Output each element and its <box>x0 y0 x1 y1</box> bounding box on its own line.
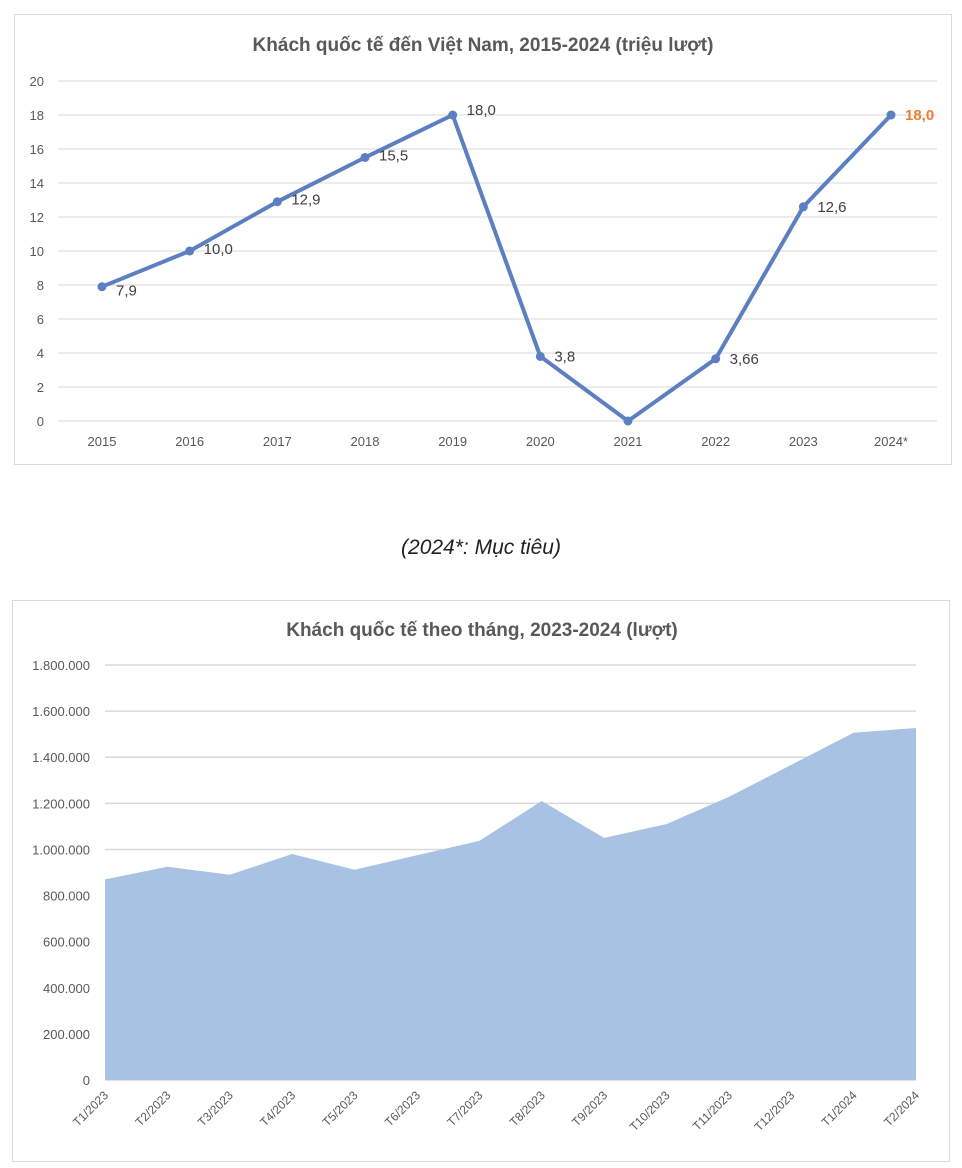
data-label: 12,9 <box>291 192 320 209</box>
y-tick-label: 1.000.000 <box>32 842 90 857</box>
y-tick-label: 600.000 <box>43 935 90 950</box>
y-tick-label: 0 <box>83 1073 90 1088</box>
data-point <box>623 416 633 426</box>
y-tick-label: 0 <box>37 414 44 429</box>
x-tick-label: T6/2023 <box>382 1088 423 1129</box>
x-tick-label: 2024* <box>874 434 908 449</box>
x-tick-label: T11/2023 <box>690 1088 735 1133</box>
x-tick-label: T9/2023 <box>569 1088 610 1129</box>
x-tick-label: T2/2023 <box>132 1088 173 1129</box>
x-tick-label: 2019 <box>438 434 467 449</box>
data-label: 3,66 <box>730 351 759 368</box>
line-chart: Khách quốc tế đến Việt Nam, 2015-2024 (t… <box>30 35 937 449</box>
line-chart-panel <box>14 14 952 465</box>
x-tick-label: 2023 <box>789 434 818 449</box>
data-point <box>272 197 282 207</box>
y-tick-label: 200.000 <box>43 1027 90 1042</box>
data-label: 3,8 <box>554 348 575 365</box>
x-tick-label: T5/2023 <box>320 1088 361 1129</box>
y-tick-label: 6 <box>37 312 44 327</box>
data-point <box>535 351 545 361</box>
x-tick-label: 2015 <box>88 434 117 449</box>
x-tick-label: T8/2023 <box>507 1088 548 1129</box>
data-point <box>886 110 896 120</box>
x-tick-label: 2018 <box>351 434 380 449</box>
y-tick-label: 1.200.000 <box>32 796 90 811</box>
y-tick-label: 1.400.000 <box>32 750 90 765</box>
x-tick-label: 2016 <box>175 434 204 449</box>
data-point <box>448 110 458 120</box>
chart-title: Khách quốc tế theo tháng, 2023-2024 (lượ… <box>286 620 678 641</box>
area-chart: Khách quốc tế theo tháng, 2023-2024 (lượ… <box>32 620 922 1134</box>
x-tick-label: T12/2023 <box>752 1088 798 1134</box>
chart-title: Khách quốc tế đến Việt Nam, 2015-2024 (t… <box>253 35 714 56</box>
x-tick-label: 2017 <box>263 434 292 449</box>
data-label: 18,0 <box>905 107 934 124</box>
x-tick-label: T4/2023 <box>257 1088 298 1129</box>
x-tick-label: T10/2023 <box>627 1088 673 1134</box>
series-line <box>101 113 893 423</box>
y-tick-label: 14 <box>30 176 44 191</box>
y-tick-label: 12 <box>30 210 44 225</box>
x-tick-label: T2/2024 <box>881 1088 922 1129</box>
data-label: 12,6 <box>817 199 846 216</box>
data-label: 15,5 <box>379 148 408 165</box>
series-area <box>105 727 916 1080</box>
x-tick-label: T1/2023 <box>70 1088 111 1129</box>
y-tick-label: 16 <box>30 142 44 157</box>
data-point <box>97 282 107 292</box>
y-tick-label: 10 <box>30 244 44 259</box>
x-tick-label: T3/2023 <box>195 1088 236 1129</box>
y-tick-label: 800.000 <box>43 889 90 904</box>
data-label: 7,9 <box>116 283 137 300</box>
y-tick-label: 1.800.000 <box>32 658 90 673</box>
y-tick-label: 18 <box>30 108 44 123</box>
y-tick-label: 2 <box>37 380 44 395</box>
caption: (2024*: Mục tiêu) <box>401 536 561 559</box>
y-tick-label: 4 <box>37 346 44 361</box>
data-point <box>711 354 721 364</box>
x-tick-label: 2021 <box>614 434 643 449</box>
y-tick-label: 20 <box>30 74 44 89</box>
y-tick-label: 400.000 <box>43 981 90 996</box>
data-label: 18,0 <box>467 102 496 119</box>
x-tick-label: T1/2024 <box>819 1088 860 1129</box>
data-point <box>185 246 195 256</box>
data-point <box>798 202 808 212</box>
x-tick-label: 2022 <box>701 434 730 449</box>
x-tick-label: 2020 <box>526 434 555 449</box>
data-label: 10,0 <box>204 241 233 258</box>
data-point <box>360 153 370 162</box>
x-tick-label: T7/2023 <box>444 1088 485 1129</box>
y-tick-label: 1.600.000 <box>32 704 90 719</box>
y-tick-label: 8 <box>37 278 44 293</box>
